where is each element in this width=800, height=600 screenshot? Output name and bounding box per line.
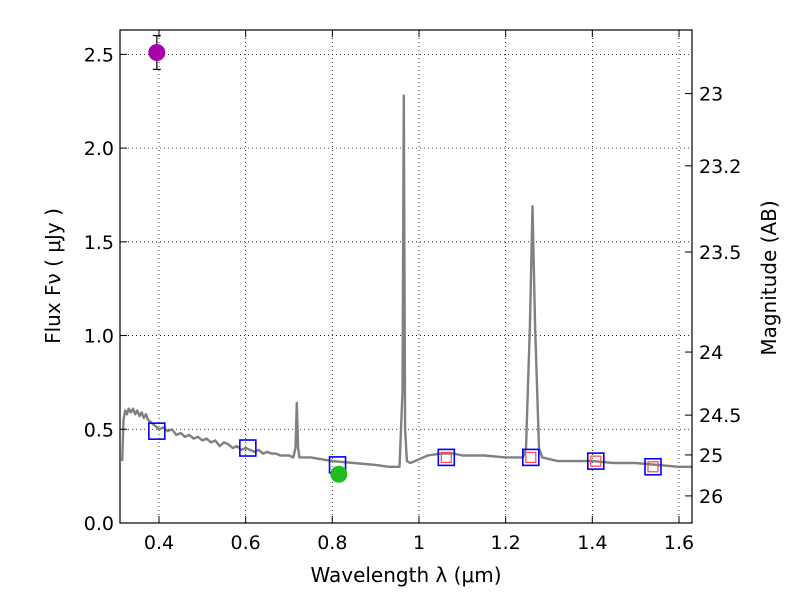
model-photometry-inner-point [590,455,602,467]
plot-frame [119,29,693,524]
x-tick-label: 0.4 [144,532,174,554]
mag-tick-label: 23 [699,84,723,106]
y2-axis-label: Magnitude (AB) [757,200,781,355]
axes-layer: 0.4 0.6 0.8 1 1.2 1.4 1.6 0.0 0.5 1.0 1.5 2.0 2.5 23 2… [84,30,741,554]
mag-tick-label: 26 [699,486,723,508]
mag-tick-label: 25 [699,445,723,467]
y-axis-label: Flux Fν ( μJy ) [41,208,65,344]
x-tick-label: 0.8 [317,532,347,554]
x-tick-label: 0.6 [231,532,261,554]
y-tick-label: 1.0 [84,326,114,348]
model-photometry-inner-point [525,451,537,463]
observed-point [330,465,348,483]
y-tick-label: 2.5 [84,44,114,66]
model-photometry-point [521,448,540,467]
y-tick-label: 2.0 [84,138,114,160]
model-photometry-point [586,452,605,470]
y-tick-label: 0.0 [84,513,114,535]
y-tick-label: 0.5 [84,419,114,441]
model-photometry-inner-point [440,451,452,463]
series-layer [121,35,692,483]
mag-tick-label: 24 [699,342,723,364]
mag-tick-label: 23.5 [699,242,741,264]
mag-tick-label: 23.2 [699,156,741,178]
x-axis-label: Wavelength λ (μm) [310,563,501,587]
model-photometry-inner-point [647,461,659,473]
x-tick-label: 1.4 [577,532,607,554]
model-photometry-point [148,422,166,440]
y-tick-label: 1.5 [84,232,114,254]
model-photometry-point [644,457,662,476]
x-tick-label: 1 [413,532,425,554]
model-photometry-point [437,448,456,467]
model-photometry-point [239,439,257,457]
mag-tick-label: 24.5 [699,405,741,427]
observed-point [148,43,166,61]
x-tick-label: 1.2 [491,532,521,554]
x-tick-label: 1.6 [664,532,694,554]
